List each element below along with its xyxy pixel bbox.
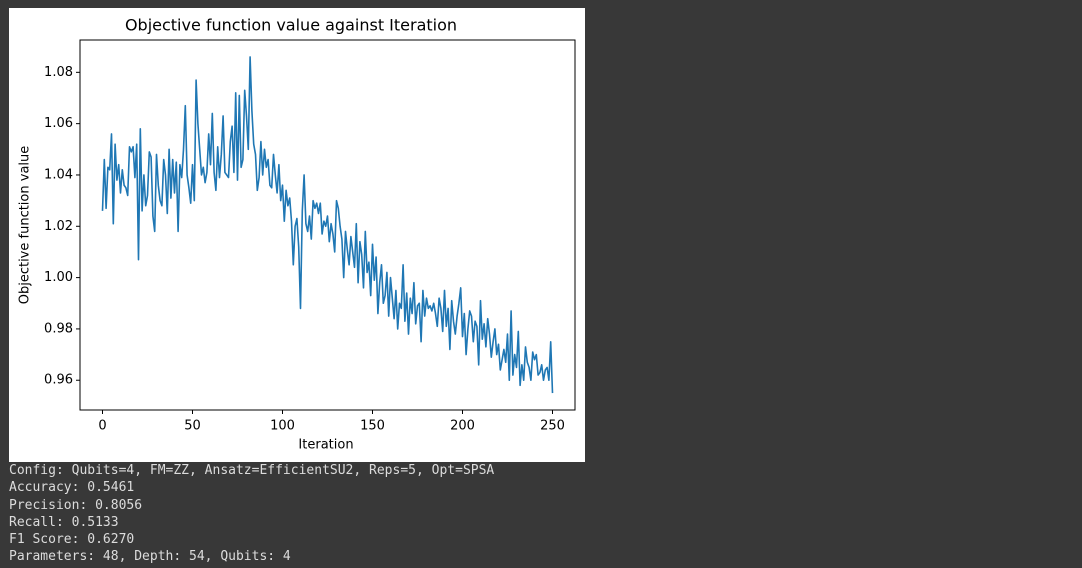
chart: Objective function value against Iterati… [9, 8, 585, 462]
y-axis-label: Objective function value [18, 146, 33, 305]
y-tick-label: 1.02 [44, 219, 73, 234]
y-tick-label: 1.04 [44, 167, 73, 182]
output-line: Accuracy: 0.5461 [9, 480, 135, 496]
data-line [101, 56, 554, 394]
x-tick-label: 250 [540, 419, 565, 434]
x-axis-label: Iteration [298, 438, 353, 453]
output-line: F1 Score: 0.6270 [9, 532, 135, 548]
chart-title: Objective function value against Iterati… [125, 16, 457, 35]
y-tick-label: 0.96 [44, 373, 73, 388]
output-line: Precision: 0.8056 [9, 497, 143, 513]
output-line: Config: Qubits=4, FM=ZZ, Ansatz=Efficien… [9, 463, 495, 478]
cell-output: Config: Qubits=4, FM=ZZ, Ansatz=Efficien… [9, 462, 494, 566]
x-tick-label: 100 [270, 419, 295, 434]
x-tick-label: 200 [450, 419, 475, 434]
output-line: Parameters: 48, Depth: 54, Qubits: 4 [9, 549, 291, 565]
axes-frame [79, 39, 576, 411]
x-tick-label: 50 [184, 419, 201, 434]
output-line: Recall: 0.5133 [9, 514, 119, 530]
figure-background [9, 8, 585, 462]
y-tick-label: 1.08 [44, 65, 73, 80]
x-tick-label: 150 [360, 419, 385, 434]
y-tick-label: 1.06 [44, 116, 73, 131]
x-tick-label: 0 [98, 419, 106, 434]
y-tick-label: 0.98 [44, 321, 73, 336]
y-tick-label: 1.00 [44, 270, 73, 285]
